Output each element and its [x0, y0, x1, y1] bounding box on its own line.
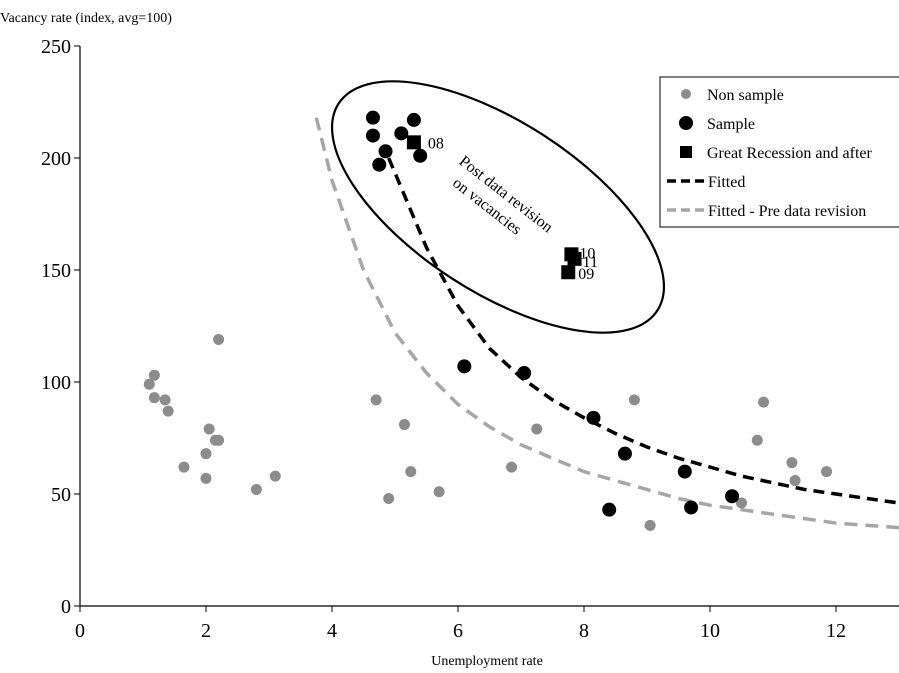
y-axis-title: Vacancy rate (index, avg=100) — [0, 11, 172, 26]
point-label: 08 — [428, 135, 444, 152]
axes — [74, 45, 899, 612]
non-sample-point — [148, 369, 160, 381]
non-sample-point — [250, 484, 262, 496]
non-sample-point — [398, 419, 410, 431]
non-sample-point — [644, 519, 656, 531]
x-tick-label: 12 — [826, 620, 846, 642]
non-sample-point — [370, 394, 382, 406]
point-label: 11 — [583, 254, 598, 271]
sample-point — [413, 148, 428, 163]
legend-box — [659, 76, 899, 228]
non-sample-point — [751, 434, 763, 446]
sample-point — [394, 126, 409, 141]
sample-point — [365, 128, 380, 143]
legend-label: Great Recession and after — [707, 145, 872, 162]
non-sample-point — [213, 333, 225, 345]
y-tick-label: 100 — [41, 372, 71, 394]
non-sample-point — [148, 392, 160, 404]
y-tick-label: 50 — [51, 484, 71, 506]
non-sample-point — [758, 396, 770, 408]
non-sample-point — [821, 466, 833, 478]
sample-point — [517, 366, 532, 381]
sample-point — [378, 144, 393, 159]
legend-marker — [681, 89, 691, 99]
x-tick-label: 6 — [453, 620, 463, 642]
revision-ellipse — [330, 80, 666, 334]
non-sample-point — [200, 472, 212, 484]
x-tick-label: 10 — [700, 620, 720, 642]
non-sample-point — [159, 394, 171, 406]
sample-point — [372, 157, 387, 172]
non-sample-point — [405, 466, 417, 478]
non-sample-point — [786, 457, 798, 469]
great-recession-point — [561, 265, 576, 280]
non-sample-point — [143, 378, 155, 390]
great-recession-point — [406, 135, 421, 150]
non-sample-point — [531, 423, 543, 435]
non-sample-point — [506, 461, 518, 473]
point-label: 09 — [578, 266, 594, 283]
sample-point — [677, 464, 692, 479]
y-tick-label: 0 — [61, 596, 71, 618]
legend-marker — [679, 116, 693, 130]
y-tick-label: 250 — [41, 36, 71, 58]
non-sample-point — [383, 492, 395, 504]
sample-point — [365, 110, 380, 125]
legend-marker — [680, 146, 692, 158]
sample-point — [586, 410, 601, 425]
great-recession-point — [567, 251, 582, 266]
x-tick-label: 2 — [201, 620, 211, 642]
x-axis-title: Unemployment rate — [431, 654, 543, 669]
x-tick-label: 8 — [579, 620, 589, 642]
point-label: 10 — [579, 245, 595, 262]
x-tick-label: 4 — [327, 620, 337, 642]
non-sample-point — [162, 405, 174, 417]
legend: Non sample Sample Great Recession and afte… — [659, 76, 899, 228]
non-sample-point — [200, 448, 212, 460]
non-sample-point — [269, 470, 281, 482]
x-tick-label: 0 — [75, 620, 85, 642]
sample-point — [617, 446, 632, 461]
y-tick-label: 200 — [41, 148, 71, 170]
legend-label: Fitted — [708, 174, 745, 191]
fitted-pre-revision-line — [314, 117, 899, 530]
sample-point — [457, 359, 472, 374]
non-sample-point — [628, 394, 640, 406]
non-sample-point — [213, 434, 225, 446]
non-sample-point — [789, 475, 801, 487]
legend-label: Fitted - Pre data revision — [708, 203, 866, 220]
fitted-line — [387, 157, 899, 505]
non-sample-point — [203, 423, 215, 435]
non-sample-point — [736, 497, 747, 509]
sample-point — [725, 489, 740, 504]
legend-label: Non sample — [707, 87, 784, 104]
sample-point — [684, 500, 699, 515]
sample-point — [406, 112, 421, 127]
y-tick-label: 150 — [41, 260, 71, 282]
non-sample-point — [178, 461, 190, 473]
non-sample-point — [433, 486, 445, 498]
tick-labels: 0 50 100 150 200 250 0 2 4 6 8 10 12 — [41, 36, 846, 642]
sample-point — [602, 502, 617, 517]
legend-label: Sample — [707, 116, 755, 133]
